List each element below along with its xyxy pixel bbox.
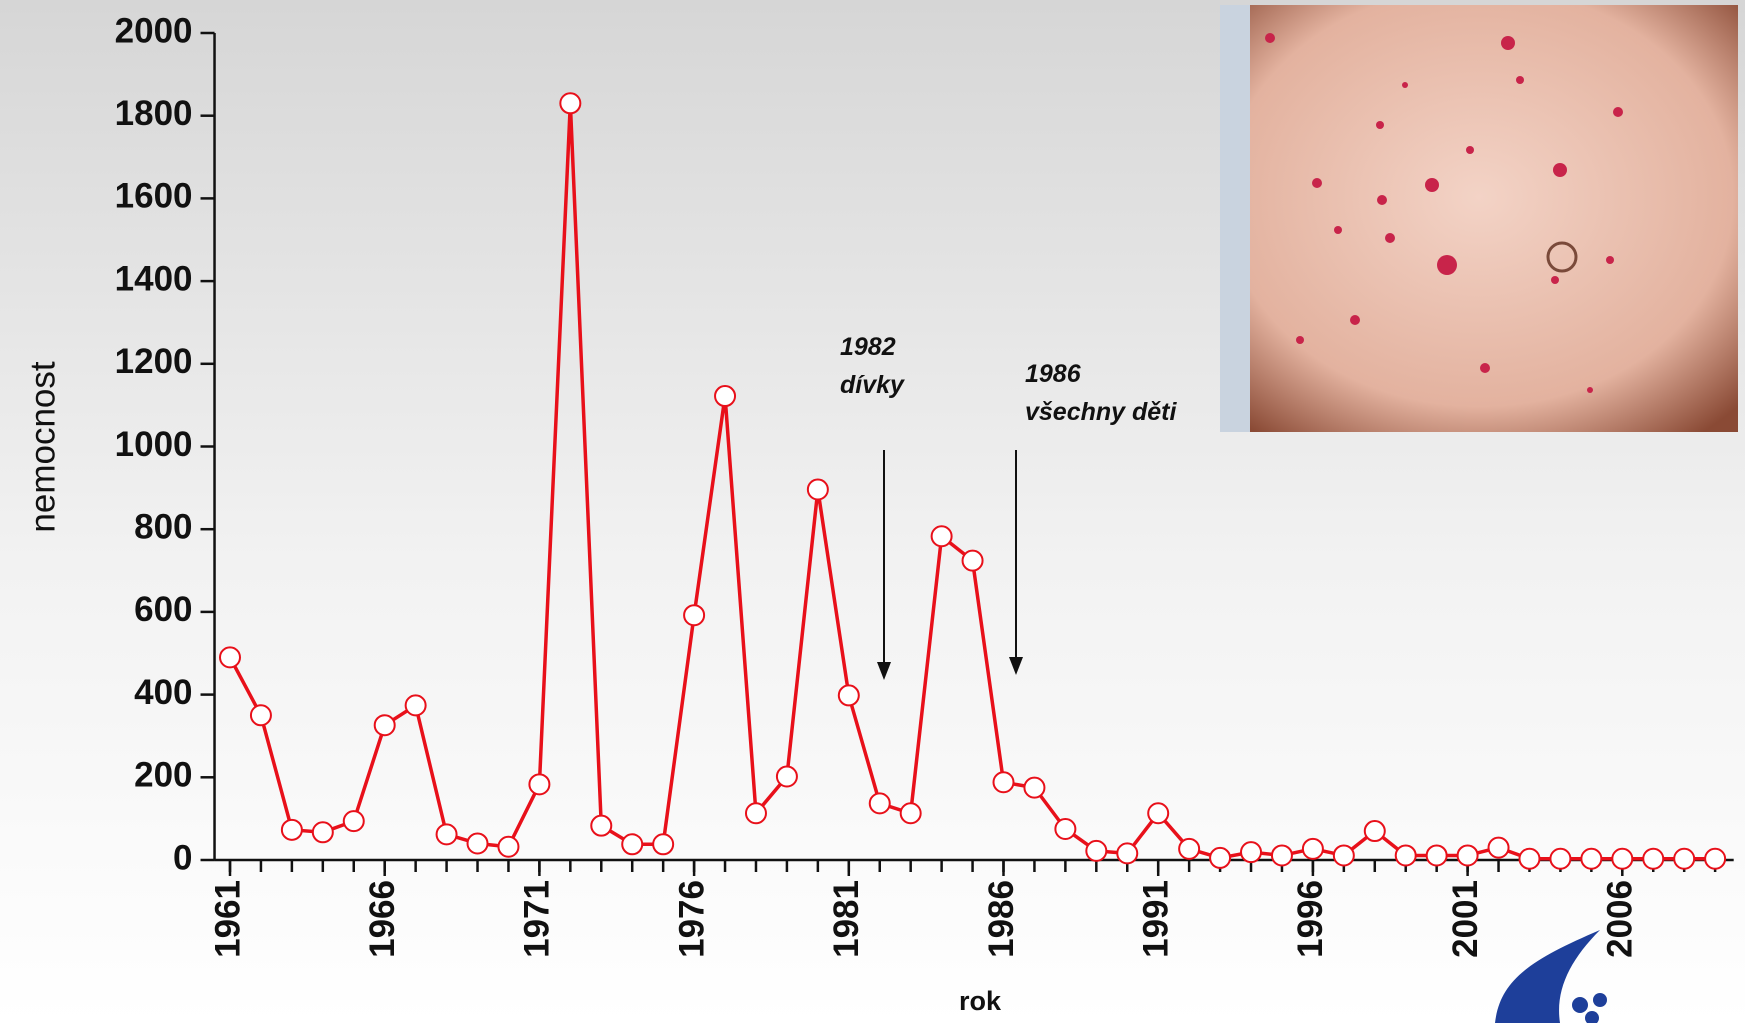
data-point <box>652 833 675 856</box>
data-point <box>1580 847 1603 870</box>
annotation-text: dívky <box>840 371 905 399</box>
x-tick-label: 1981 <box>827 880 866 958</box>
annotation: 1982 dívky <box>840 333 905 680</box>
data-point <box>806 478 829 501</box>
data-point <box>249 704 272 727</box>
y-tick-label: 800 <box>134 507 192 546</box>
x-tick-label: 2006 <box>1601 880 1640 958</box>
x-tick-label: 1971 <box>518 880 557 958</box>
data-point <box>1178 837 1201 860</box>
data-point <box>497 835 520 858</box>
data-point <box>373 714 396 737</box>
y-tick-label: 200 <box>134 756 192 795</box>
y-tick-label: 2000 <box>115 11 193 50</box>
x-tick-label: 1991 <box>1136 880 1175 958</box>
data-point <box>1673 847 1696 870</box>
data-point <box>837 684 860 707</box>
photo <box>1220 5 1738 432</box>
x-tick-label: 1961 <box>208 880 247 958</box>
logo <box>1495 930 1607 1025</box>
data-point <box>1054 817 1077 840</box>
data-point <box>1116 842 1139 865</box>
x-tick-label: 1966 <box>363 880 402 958</box>
data-point <box>1642 847 1665 870</box>
annotation-text: 1986 <box>1025 360 1082 388</box>
data-point <box>1549 847 1572 870</box>
annotation-text: 1982 <box>840 333 896 361</box>
data-point <box>992 771 1015 794</box>
data-point <box>1332 844 1355 867</box>
data-point <box>930 525 953 548</box>
data-point <box>683 604 706 627</box>
data-point <box>466 832 489 855</box>
data-point <box>1240 841 1263 864</box>
data-point <box>1518 847 1541 870</box>
data-point <box>528 773 551 796</box>
data-point <box>961 549 984 572</box>
data-point <box>435 823 458 846</box>
y-tick-label: 1800 <box>115 94 193 133</box>
data-point <box>1085 839 1108 862</box>
data-point <box>714 385 737 408</box>
y-tick-label: 1600 <box>115 177 193 216</box>
data-point <box>1023 776 1046 799</box>
data-point <box>311 821 334 844</box>
data-point <box>559 92 582 115</box>
data-point <box>1425 844 1448 867</box>
data-point <box>1487 836 1510 859</box>
data-point <box>1209 846 1232 869</box>
x-tick-label: 1976 <box>672 880 711 958</box>
y-tick-label: 1400 <box>115 259 193 298</box>
data-point <box>1270 844 1293 867</box>
data-point <box>1363 820 1386 843</box>
data-point <box>1394 844 1417 867</box>
data-point <box>868 792 891 815</box>
data-point <box>590 814 613 837</box>
data-point <box>219 646 241 669</box>
annotation-text: všechny děti <box>1025 398 1178 426</box>
y-tick-label: 400 <box>134 673 192 712</box>
y-tick-label: 600 <box>134 590 192 629</box>
data-point <box>1301 837 1324 860</box>
data-point <box>1456 844 1479 867</box>
data-point <box>1704 847 1727 870</box>
x-tick-label: 2001 <box>1446 880 1485 958</box>
data-point <box>280 818 303 841</box>
y-tick-label: 1200 <box>115 342 193 381</box>
x-tick-label: 1996 <box>1291 880 1330 958</box>
data-point <box>744 802 767 825</box>
data-point <box>775 765 798 788</box>
y-axis-label: nemocnost <box>23 361 62 532</box>
data-point <box>1611 847 1634 870</box>
data-point <box>404 694 427 717</box>
x-axis-label: rok <box>959 986 1002 1016</box>
y-tick-label: 1000 <box>115 425 193 464</box>
data-point <box>621 833 644 856</box>
y-tick-label: 0 <box>173 838 192 877</box>
data-point <box>899 802 922 825</box>
data-point <box>342 810 365 833</box>
x-tick-label: 1986 <box>982 880 1021 958</box>
data-point <box>1147 802 1170 825</box>
annotation: 1986 všechny děti <box>1009 360 1178 675</box>
